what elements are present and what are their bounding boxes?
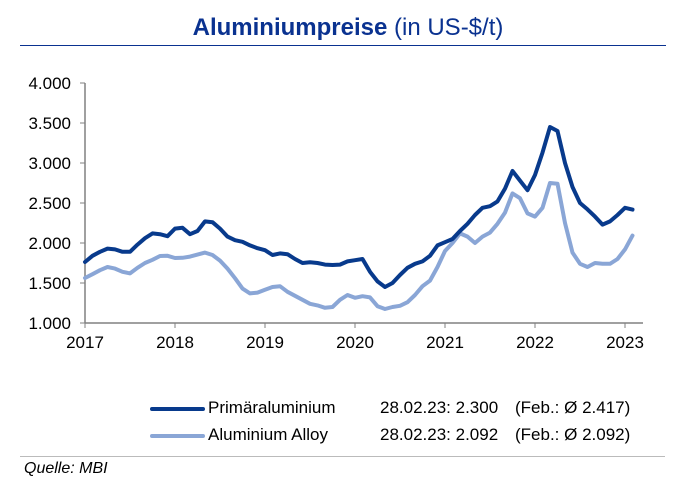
legend-swatch-alloy	[150, 434, 205, 438]
x-tick-label: 2020	[336, 333, 374, 352]
source-note: Quelle: MBI	[24, 460, 108, 477]
y-tick-label: 3.500	[28, 114, 71, 133]
series-line-prim-raluminium	[83, 125, 635, 289]
x-tick-label: 2018	[156, 333, 194, 352]
y-tick-label: 1.500	[28, 274, 71, 293]
x-tick-label: 2021	[426, 333, 464, 352]
y-tick-label: 4.000	[28, 74, 71, 93]
y-tick-label: 2.500	[28, 194, 71, 213]
x-tick-label: 2019	[246, 333, 284, 352]
legend-value: 28.02.23: 2.092	[380, 425, 499, 444]
x-tick-label: 2022	[516, 333, 554, 352]
legend-swatch-primary	[150, 407, 205, 411]
legend-label: Primäraluminium	[208, 398, 336, 417]
legend-average: (Feb.: Ø 2.417)	[515, 398, 631, 417]
series-line-aluminium-alloy	[83, 181, 635, 311]
y-tick-label: 1.000	[28, 314, 71, 333]
y-tick-label: 3.000	[28, 154, 71, 173]
title-underline	[20, 45, 666, 46]
legend-value: 28.02.23: 2.300	[380, 398, 499, 417]
divider	[20, 456, 665, 457]
line-chart: 1.000 1.500 2.000 2.500 3.000 3.500 4.000 2017 2…	[28, 74, 644, 352]
x-tick-label: 2017	[66, 333, 104, 352]
y-tick-label: 2.000	[28, 234, 71, 253]
chart-title: Aluminiumpreise (in US-$/t)	[192, 14, 504, 41]
legend-label: Aluminium Alloy	[208, 425, 328, 444]
x-tick-label: 2023	[606, 333, 644, 352]
legend-average: (Feb.: Ø 2.092)	[515, 425, 631, 444]
